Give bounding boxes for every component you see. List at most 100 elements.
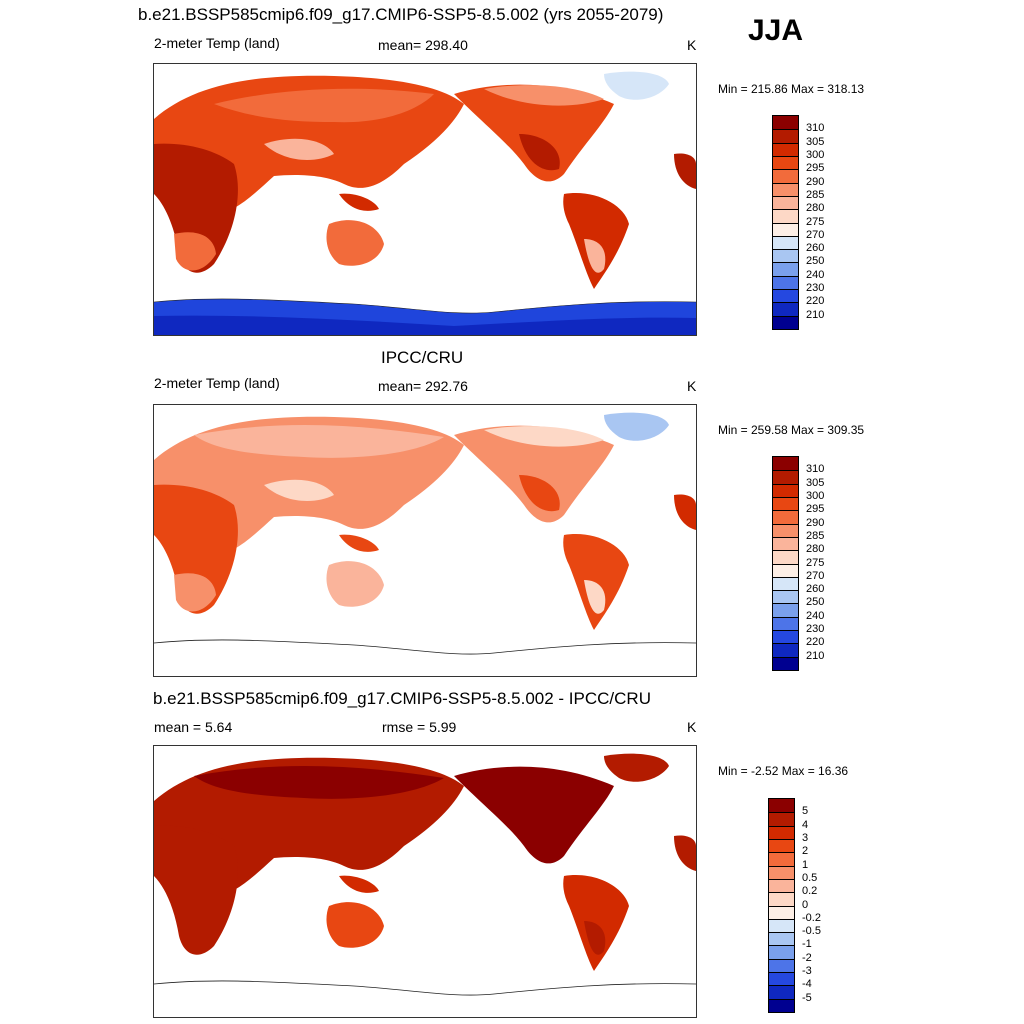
colorbar-swatch — [773, 315, 798, 329]
colorbar-swatch — [769, 932, 794, 946]
colorbar-swatch — [769, 852, 794, 866]
colorbar-swatch — [773, 656, 798, 670]
colorbar-swatch — [773, 483, 798, 497]
colorbar-tick-label: 275 — [806, 556, 825, 569]
colorbar-tick-label: 310 — [806, 122, 825, 135]
colorbar-tick-label: 310 — [806, 463, 825, 476]
colorbar-swatch — [769, 825, 794, 839]
colorbar-tick-label: 250 — [806, 255, 825, 268]
colorbar-tick-label: 230 — [806, 623, 825, 636]
colorbar-tick-label: 270 — [806, 228, 825, 241]
colorbar-swatch — [769, 958, 794, 973]
panel2-minmax-label: Min = 259.58 Max = 309.35 — [718, 423, 865, 437]
colorbar-tick-label: 285 — [806, 188, 825, 201]
colorbar-tick-label: 0.2 — [802, 885, 818, 898]
colorbar-tick-label: 270 — [806, 569, 825, 582]
colorbar-swatch — [773, 195, 798, 210]
season-label: JJA — [748, 14, 804, 47]
panel3-mean-label: mean = 5.64 — [154, 719, 233, 735]
colorbar-swatch — [773, 129, 798, 143]
colorbar-tick-label: 285 — [806, 529, 825, 542]
colorbar-tick-label: 250 — [806, 596, 825, 609]
panel2-title: IPCC/CRU — [381, 348, 464, 367]
panel3-map — [153, 745, 697, 1018]
colorbar-swatch — [773, 262, 798, 276]
colorbar-tick-label: 280 — [806, 543, 825, 556]
colorbar-swatch — [773, 590, 798, 604]
colorbar-tick-label: 300 — [806, 148, 825, 161]
panel1-units-label: K — [687, 37, 697, 53]
colorbar-swatch — [773, 235, 798, 250]
panel1-variable-label: 2-meter Temp (land) — [154, 35, 280, 51]
colorbar-swatch — [773, 643, 798, 657]
colorbar-swatch — [769, 945, 794, 959]
colorbar-swatch — [769, 918, 794, 933]
colorbar-swatch — [773, 209, 798, 223]
colorbar-swatch — [769, 905, 794, 919]
colorbar-swatch — [773, 169, 798, 183]
colorbar-swatch — [773, 275, 798, 290]
colorbar-swatch — [773, 536, 798, 551]
colorbar-tick-label: 280 — [806, 202, 825, 215]
colorbar-tick-label: -4 — [802, 978, 812, 991]
colorbar-swatch — [773, 603, 798, 617]
colorbar-tick-label: 220 — [806, 636, 825, 649]
colorbar-swatch — [773, 510, 798, 524]
colorbar-swatch — [773, 302, 798, 316]
colorbar-swatch — [769, 998, 794, 1012]
panel2-units-label: K — [687, 378, 697, 394]
colorbar-tick-label: 295 — [806, 503, 825, 516]
panel1-map — [153, 63, 697, 336]
colorbar-tick-label: 0 — [802, 898, 809, 911]
colorbar-tick-label: 305 — [806, 476, 825, 489]
colorbar-swatch — [773, 289, 798, 303]
colorbar-swatch — [769, 972, 794, 986]
colorbar-tick-label: 240 — [806, 268, 825, 281]
panel3-units-label: K — [687, 719, 697, 735]
panel2-colorbar: 310 305 300 295 290 285 280 275 270 260 250 240 230 2… — [772, 456, 824, 671]
colorbar-swatch — [773, 523, 798, 537]
colorbar-swatch — [773, 155, 798, 170]
colorbar-swatch — [773, 616, 798, 631]
colorbar-swatch — [773, 630, 798, 644]
colorbar-tick-label: -0.2 — [802, 911, 821, 924]
colorbar-tick-label: -2 — [802, 951, 812, 964]
colorbar-swatch — [773, 563, 798, 577]
colorbar-tick-label: -5 — [802, 991, 812, 1004]
colorbar-swatch — [769, 985, 794, 999]
colorbar-tick-label: 210 — [806, 649, 825, 662]
colorbar-swatch — [773, 470, 798, 484]
panel1-mean-label: mean= 298.40 — [378, 37, 468, 53]
colorbar-tick-label: 260 — [806, 583, 825, 596]
colorbar-swatch — [769, 892, 794, 906]
colorbar-tick-label: 305 — [806, 135, 825, 148]
panel2-map — [153, 404, 697, 677]
colorbar-tick-label: 2 — [802, 845, 809, 858]
colorbar-tick-label: -3 — [802, 965, 812, 978]
colorbar-tick-label: 210 — [806, 308, 825, 321]
colorbar-swatch — [773, 182, 798, 196]
colorbar-swatch — [769, 878, 794, 893]
colorbar-swatch — [773, 222, 798, 236]
figure-title: b.e21.BSSP585cmip6.f09_g17.CMIP6-SSP5-8.… — [138, 5, 664, 24]
colorbar-tick-label: 4 — [802, 818, 809, 831]
colorbar-swatch — [773, 496, 798, 511]
colorbar-tick-label: 290 — [806, 175, 825, 188]
panel3-minmax-label: Min = -2.52 Max = 16.36 — [718, 764, 849, 778]
colorbar-swatch — [773, 550, 798, 564]
colorbar-tick-label: -0.5 — [802, 925, 821, 938]
colorbar-swatch — [769, 799, 794, 813]
colorbar-tick-label: 220 — [806, 295, 825, 308]
colorbar-swatch — [769, 812, 794, 826]
panel2-mean-label: mean= 292.76 — [378, 378, 468, 394]
colorbar-swatch — [773, 457, 798, 471]
colorbar-tick-label: 0.5 — [802, 871, 818, 884]
colorbar-tick-label: 3 — [802, 831, 809, 844]
panel2-variable-label: 2-meter Temp (land) — [154, 375, 280, 391]
panel3-rmse-label: rmse = 5.99 — [382, 719, 457, 735]
colorbar-swatch — [773, 142, 798, 156]
colorbar-tick-label: 300 — [806, 489, 825, 502]
colorbar-swatch — [773, 576, 798, 591]
panel3-colorbar: 5 4 3 2 1 0.5 0.2 0 -0.2 -0.5 -1 -2 -3 -4 -5 — [768, 798, 821, 1013]
colorbar-tick-label: 290 — [806, 516, 825, 529]
